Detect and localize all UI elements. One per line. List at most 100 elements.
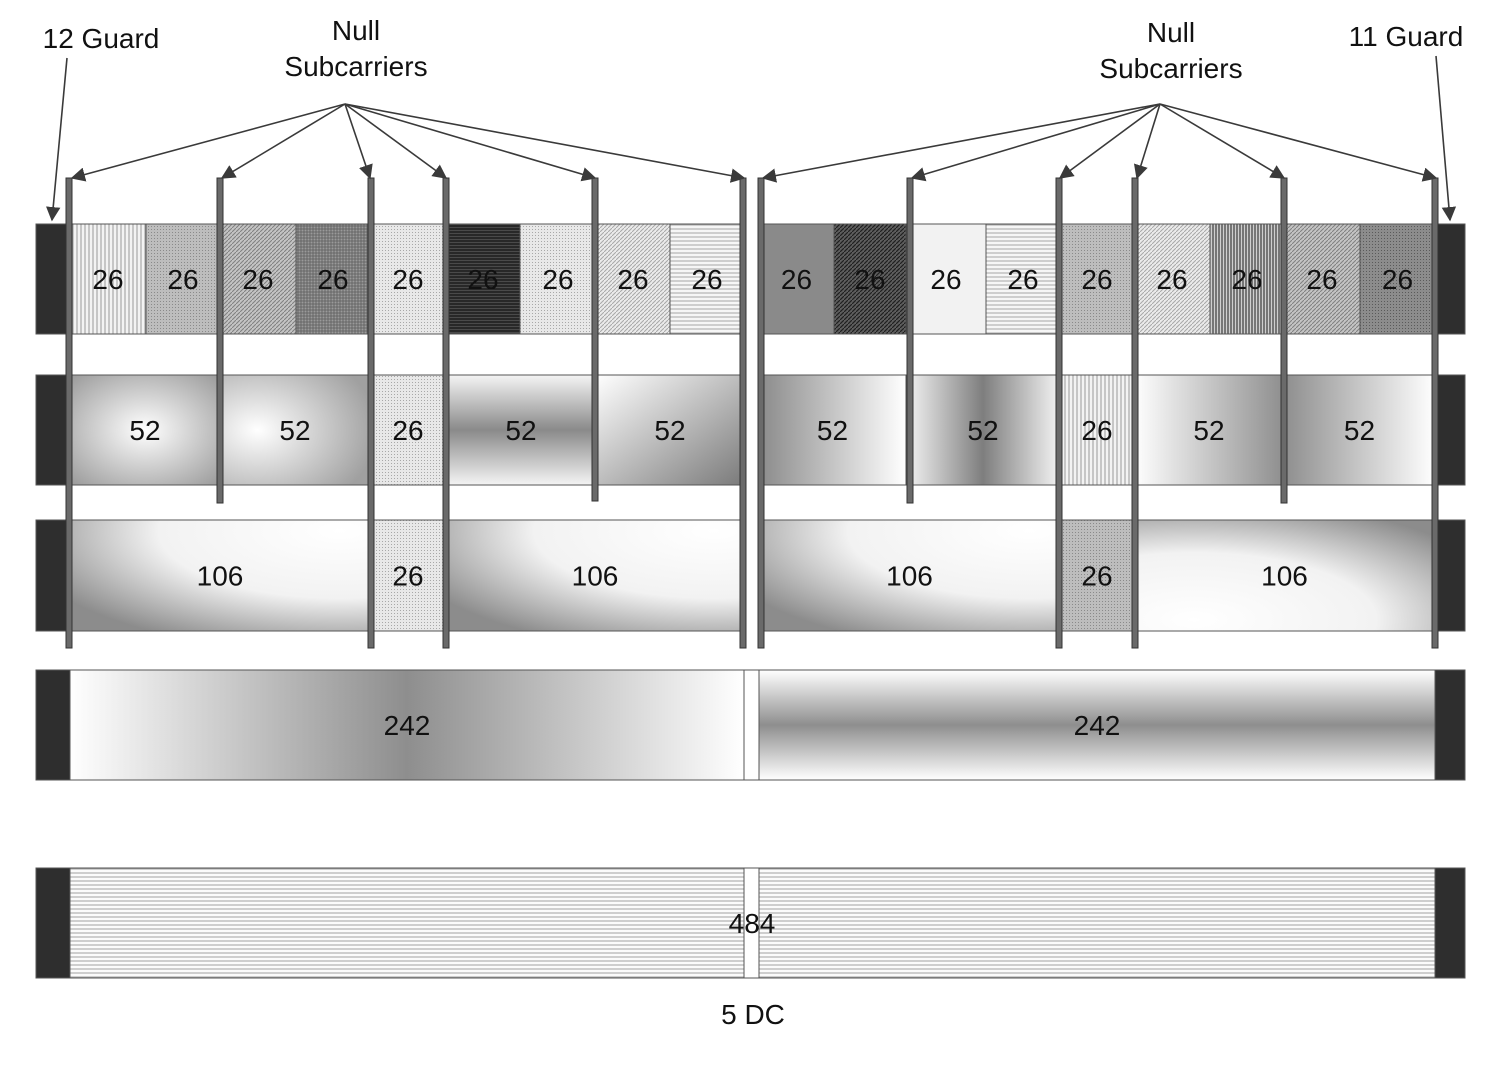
ru-52-label: 52 <box>1344 415 1375 446</box>
ru-52-label: 52 <box>279 415 310 446</box>
ru-52-tone-block <box>445 374 597 486</box>
ru-484-left-half <box>69 867 745 979</box>
ru-26-label: 26 <box>1081 561 1112 592</box>
ru-26-label: 26 <box>854 264 885 295</box>
row-242-tone: 242 242 <box>35 669 1466 781</box>
ru-26-tone-block <box>145 223 221 335</box>
right-guard-block <box>1434 867 1466 979</box>
arrows-layer <box>46 55 1457 222</box>
row-52-tone: 52 52 26 52 52 52 52 26 52 52 <box>35 374 1466 486</box>
dc-gap <box>743 669 760 781</box>
null-subcarrier-bar <box>1055 177 1063 649</box>
ru-52-tone-block <box>1283 374 1436 486</box>
null-subcarrier-bar <box>1131 177 1139 649</box>
null-subcarrier-bar <box>216 177 224 504</box>
null-subcarrier-bar <box>739 177 747 649</box>
ru-106-label: 106 <box>572 561 619 592</box>
ru-242-tone-block <box>69 669 745 781</box>
ru-26-tone-block <box>758 223 835 335</box>
dc-gap <box>743 867 760 979</box>
ru-26-label: 26 <box>1007 264 1038 295</box>
ru-26-tone-block <box>985 223 1061 335</box>
dc-label: 5 DC <box>721 999 785 1030</box>
ru-26-label: 26 <box>1231 264 1262 295</box>
null-arrow-left <box>344 103 597 182</box>
null-subcarrier-layer <box>65 177 1439 649</box>
ru-52-tone-block <box>219 374 371 486</box>
null-arrow-left <box>70 103 346 182</box>
ru-26-label: 26 <box>1081 415 1112 446</box>
null-subcarrier-bar <box>1280 177 1288 504</box>
right-guard-block <box>1434 223 1466 335</box>
null-subcarrier-bar <box>442 177 450 649</box>
ru-26-tone-block <box>69 223 147 335</box>
null-arrow-left <box>344 103 448 179</box>
ru-26-label: 26 <box>1382 264 1413 295</box>
ru-26-label: 26 <box>617 264 648 295</box>
ru-52-label: 52 <box>1193 415 1224 446</box>
ru-106-tone-block <box>69 519 371 632</box>
ru-52-label: 52 <box>654 415 685 446</box>
ru-26-tone-block <box>669 223 745 335</box>
left-guard-block <box>35 669 71 781</box>
null-subcarriers-right-line1: Null <box>1146 17 1196 48</box>
ru-26-label: 26 <box>392 561 423 592</box>
null-subcarrier-bar <box>1431 177 1439 649</box>
right-guard-block <box>1434 519 1466 632</box>
row-484-tone: 484 <box>35 867 1466 979</box>
null-arrow-left <box>344 103 746 183</box>
ru-106-tone-block <box>445 519 745 632</box>
row-106-tone: 106 26 106 106 26 106 <box>35 519 1466 632</box>
left-guard-block <box>35 374 71 486</box>
right-guard-block <box>1434 374 1466 486</box>
null-subcarrier-bar <box>591 177 599 502</box>
ru-26-label: 26 <box>317 264 348 295</box>
left-guard-label: 12 Guard <box>42 23 160 54</box>
left-guard-block <box>35 223 71 335</box>
ru-26-tone-block <box>295 223 371 335</box>
ru-26-tone-block <box>519 223 597 335</box>
ru-26-label: 26 <box>1306 264 1337 295</box>
ru-26-tone-block <box>1209 223 1285 335</box>
ru-106-label: 106 <box>1261 561 1308 592</box>
ru-26-label: 26 <box>92 264 123 295</box>
null-arrow-right <box>1133 103 1161 180</box>
ru-106-label: 106 <box>886 561 933 592</box>
ru-106-tone-block <box>1133 519 1436 632</box>
left-guard-block <box>35 519 71 632</box>
null-arrow-right <box>1159 103 1438 182</box>
ru-26-label: 26 <box>392 415 423 446</box>
null-arrow-right <box>1058 103 1161 179</box>
ru-26-tone-block <box>445 223 521 335</box>
ru-52-label: 52 <box>129 415 160 446</box>
ru-52-label: 52 <box>505 415 536 446</box>
ru-106-label: 106 <box>197 561 244 592</box>
ru-52-label: 52 <box>817 415 848 446</box>
ru-26-tone-block <box>219 223 297 335</box>
null-subcarriers-left-line1: Null <box>331 15 381 46</box>
ru-242-label: 242 <box>1074 710 1121 741</box>
ru-52-tone-block <box>595 374 745 486</box>
ru-484-right-half <box>758 867 1436 979</box>
ru-26-tone-block <box>905 223 987 335</box>
ru-26-tone-block <box>369 223 447 335</box>
null-arrow-right <box>1159 103 1286 179</box>
null-arrow-left <box>344 103 373 180</box>
ru-26-label: 26 <box>242 264 273 295</box>
row-26-tone: 26 26 26 26 26 26 26 26 26 26 26 26 26 26 26 26 26 26 <box>35 223 1466 335</box>
ru-26-label: 26 <box>930 264 961 295</box>
right-guard-arrow <box>1435 55 1457 222</box>
ru-52-tone-block <box>69 374 221 486</box>
ru-26-tone-block <box>1133 223 1211 335</box>
null-arrow-left <box>220 103 346 179</box>
null-arrow-right <box>910 103 1161 182</box>
ru-26-tone-block <box>1283 223 1361 335</box>
null-arrow-right <box>761 103 1161 183</box>
ru-242-label: 242 <box>384 710 431 741</box>
ru-26-label: 26 <box>392 264 423 295</box>
ru-484-label: 484 <box>729 908 776 939</box>
null-subcarrier-bar <box>65 177 73 649</box>
ru-26-label: 26 <box>467 264 498 295</box>
